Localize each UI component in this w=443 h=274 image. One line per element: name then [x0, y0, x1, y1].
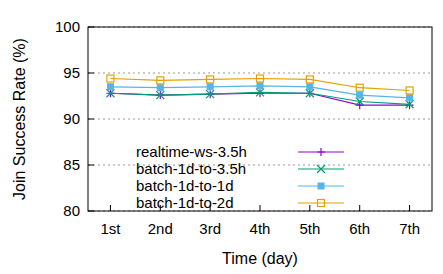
legend-swatch	[298, 202, 344, 203]
marker-part	[256, 88, 264, 96]
data-point	[156, 91, 164, 99]
legend-marker	[317, 165, 325, 173]
series-line	[110, 92, 409, 104]
y-tick-label: 100	[55, 18, 80, 35]
marker-part	[406, 87, 413, 94]
legend-marker	[317, 148, 325, 156]
data-point	[407, 95, 413, 101]
y-tick	[88, 165, 94, 166]
marker-part	[306, 89, 314, 97]
marker-part	[317, 165, 325, 173]
marker-part	[257, 83, 263, 89]
marker-part	[206, 90, 214, 98]
marker-part	[107, 75, 114, 82]
data-point	[257, 75, 264, 82]
y-tick-label: 80	[63, 202, 80, 219]
grid-line	[88, 73, 432, 74]
marker-part	[406, 101, 414, 109]
marker-part	[106, 89, 114, 97]
marker-part	[307, 84, 313, 90]
marker-part	[156, 91, 164, 99]
y-tick	[88, 119, 94, 120]
marker-part	[157, 77, 164, 84]
plot-frame	[88, 27, 432, 211]
x-tick	[110, 205, 111, 211]
data-point	[107, 75, 114, 82]
x-tick	[260, 205, 261, 211]
data-point	[406, 101, 414, 109]
marker-part	[356, 84, 363, 91]
marker-part	[207, 76, 214, 83]
chart-svg: 80 85 90 95 100 1st 2nd 3rd 4th 5th 6th 7th Time (da…	[0, 0, 443, 274]
legend-marker	[318, 200, 325, 207]
x-tick-label: 3rd	[199, 220, 221, 237]
x-tick	[409, 205, 410, 211]
x-tick-label: 7th	[399, 220, 420, 237]
marker-part	[257, 75, 264, 82]
x-tick-label: 4th	[250, 220, 271, 237]
x-tick-label: 6th	[349, 220, 370, 237]
legend-label: realtime-ws-3.5h	[136, 143, 247, 160]
marker-part	[317, 148, 325, 156]
data-point	[356, 101, 364, 109]
data-point	[406, 87, 413, 94]
data-point	[356, 98, 364, 106]
marker-part	[356, 101, 364, 109]
y-tick	[88, 73, 94, 74]
legend-label: batch-1d-to-3.5h	[136, 160, 246, 177]
marker-part	[157, 85, 163, 91]
marker-part	[406, 100, 414, 108]
x-tick-label: 1st	[100, 220, 121, 237]
chart-container: 80 85 90 95 100 1st 2nd 3rd 4th 5th 6th 7th Time (da…	[0, 0, 443, 274]
marker-part	[357, 92, 363, 98]
marker-part	[407, 95, 413, 101]
y-tick-label: 90	[63, 110, 80, 127]
legend: realtime-ws-3.5hbatch-1d-to-3.5hbatch-1d…	[136, 143, 344, 211]
x-tick	[309, 205, 310, 211]
marker-part	[318, 200, 325, 207]
y-tick-label: 95	[63, 64, 80, 81]
series-line	[110, 79, 409, 91]
x-tick	[359, 205, 360, 211]
data-point	[356, 84, 363, 91]
y-axis-label: Join Success Rate (%)	[11, 38, 28, 200]
data-point	[256, 88, 264, 96]
data-point	[307, 84, 313, 90]
x-axis-label: Time (day)	[222, 250, 298, 267]
x-tick-label: 2nd	[148, 220, 173, 237]
marker-part	[306, 76, 313, 83]
data-point	[256, 89, 264, 97]
data-point	[207, 76, 214, 83]
plot-area	[106, 75, 413, 109]
data-point	[107, 84, 113, 90]
legend-marker	[318, 183, 324, 189]
data-point	[106, 89, 114, 97]
data-point	[406, 100, 414, 108]
data-point	[357, 92, 363, 98]
data-point	[206, 90, 214, 98]
data-point	[157, 77, 164, 84]
data-point	[257, 83, 263, 89]
legend-label: batch-1d-to-2d	[136, 194, 234, 211]
data-point	[306, 89, 314, 97]
marker-part	[256, 89, 264, 97]
marker-part	[318, 183, 324, 189]
legend-label: batch-1d-to-1d	[136, 177, 234, 194]
data-point	[207, 84, 213, 90]
x-tick-label: 5th	[299, 220, 320, 237]
y-tick-label: 85	[63, 156, 80, 173]
marker-part	[207, 84, 213, 90]
grid-line	[88, 119, 432, 120]
marker-part	[356, 98, 364, 106]
data-point	[306, 76, 313, 83]
data-point	[157, 85, 163, 91]
marker-part	[107, 84, 113, 90]
